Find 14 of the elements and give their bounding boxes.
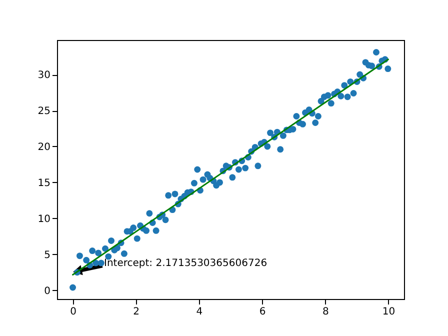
- annotation: Intercept: 2.1713530365606726: [104, 258, 268, 269]
- y-tick-label: 5: [44, 250, 50, 261]
- y-tick-label: 30: [38, 70, 50, 82]
- x-tick-label: 0: [70, 306, 76, 318]
- y-tick-label: 0: [44, 286, 50, 297]
- x-tick-label: 8: [322, 306, 329, 318]
- y-tick-label: 15: [38, 178, 50, 189]
- x-tick-label: 4: [196, 306, 203, 318]
- x-tick-label: 2: [133, 306, 140, 318]
- x-tick-label: 6: [259, 306, 266, 318]
- y-tick-label: 20: [38, 142, 50, 153]
- x-tick-label: 10: [382, 306, 396, 318]
- y-tick-label: 10: [38, 214, 50, 225]
- y-tick-label: 25: [38, 106, 50, 118]
